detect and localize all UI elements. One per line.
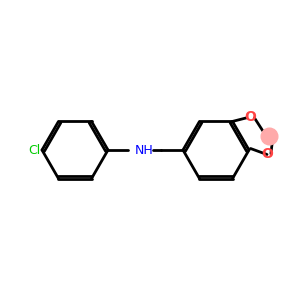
Text: Cl: Cl [28, 143, 40, 157]
Text: NH: NH [135, 143, 153, 157]
Text: O: O [244, 110, 256, 124]
Text: O: O [261, 148, 273, 161]
